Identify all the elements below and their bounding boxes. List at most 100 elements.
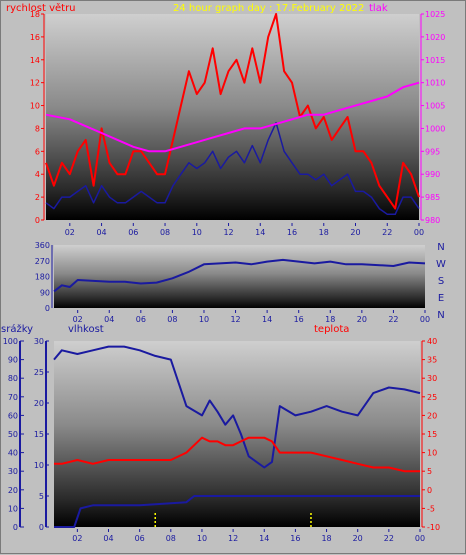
wind-x-tick-label: 02 [65, 228, 75, 237]
wind-y-tick-label: 2 [35, 193, 40, 202]
temperature-line [54, 436, 420, 473]
direction-y-tick-label: 0 [45, 304, 50, 313]
temperature-label: teplota [314, 324, 349, 335]
humidity-x-tick-label: 02 [72, 534, 82, 543]
humidity-y-tick-label: 0 [13, 523, 18, 532]
temperature-y-tick-label: 40 [427, 337, 437, 346]
pressure-y-tick-label: 1000 [425, 124, 445, 133]
humidity-x-tick-label: 06 [135, 534, 145, 543]
direction-x-tick-label: 16 [294, 315, 304, 324]
wind-x-tick-label: 16 [287, 228, 297, 237]
compass-letter: N [437, 242, 444, 253]
wind-average-line [45, 121, 420, 216]
wind-y-tick-label: 18 [30, 10, 40, 19]
temperature-y-tick-label: 25 [427, 393, 437, 402]
compass-letter: E [438, 293, 444, 304]
temperature-y-tick-label: 30 [427, 374, 437, 383]
wind-x-tick-label: 10 [192, 228, 202, 237]
humidity-x-tick-label: 22 [384, 534, 394, 543]
pressure-y-tick-label: 980 [425, 216, 440, 225]
direction-x-tick-label: 02 [73, 315, 83, 324]
humidity-y-tick-label: 20 [8, 486, 18, 495]
temperature-y-tick-label: -10 [427, 523, 440, 532]
wind-x-tick-label: 00 [414, 228, 424, 237]
compass-letter: W [436, 259, 446, 270]
rain-y-tick-label: 25 [34, 368, 44, 377]
wind-y-tick-label: 6 [35, 147, 40, 156]
wind-x-tick-label: 04 [96, 228, 106, 237]
humidity-y-tick-label: 30 [8, 467, 18, 476]
rain-y-tick-label: 10 [34, 461, 44, 470]
humidity-line [53, 345, 421, 469]
direction-x-tick-label: 06 [136, 315, 146, 324]
rain-y-tick-label: 5 [39, 492, 44, 501]
direction-y-tick-label: 180 [35, 273, 50, 282]
humidity-y-tick-label: 70 [8, 393, 18, 402]
wind-direction-line [53, 258, 426, 293]
humidity-x-tick-label: 18 [321, 534, 331, 543]
humidity-x-tick-label: 14 [259, 534, 269, 543]
wind-y-tick-label: 4 [35, 170, 40, 179]
temperature-y-tick-label: 5 [427, 467, 432, 476]
direction-x-tick-label: 22 [388, 315, 398, 324]
humidity-x-tick-label: 00 [415, 534, 425, 543]
pressure-y-tick-label: 1005 [425, 102, 445, 111]
direction-x-tick-label: 14 [262, 315, 272, 324]
pressure-y-tick-label: 995 [425, 147, 440, 156]
direction-x-tick-label: 18 [325, 315, 335, 324]
humidity-y-tick-label: 100 [3, 337, 18, 346]
humidity-y-tick-label: 60 [8, 411, 18, 420]
humidity-plot-area [54, 341, 420, 527]
rain-line [54, 495, 420, 528]
compass-letter: S [438, 276, 444, 287]
rain-y-tick-label: 0 [39, 523, 44, 532]
pressure-line [45, 81, 420, 153]
direction-y-tick-label: 360 [35, 241, 50, 250]
humidity-y-tick-label: 40 [8, 449, 18, 458]
direction-x-tick-label: 10 [199, 315, 209, 324]
humidity-x-tick-label: 08 [166, 534, 176, 543]
wind-y-tick-label: 10 [30, 102, 40, 111]
wind-x-tick-label: 20 [350, 228, 360, 237]
pressure-y-tick-label: 1025 [425, 10, 445, 19]
wind-speed-label: rychlost větru [6, 2, 76, 14]
humidity-y-tick-label: 10 [8, 504, 18, 513]
humidity-x-tick-label: 16 [290, 534, 300, 543]
compass-letter: N [437, 310, 444, 321]
wind-x-tick-label: 08 [160, 228, 170, 237]
wind-plot-area [46, 14, 419, 220]
direction-plot-area [54, 245, 425, 308]
humidity-x-tick-label: 10 [197, 534, 207, 543]
temperature-y-tick-label: 35 [427, 356, 437, 365]
pressure-y-tick-label: 1015 [425, 56, 445, 65]
wind-y-tick-label: 0 [35, 216, 40, 225]
wind-x-tick-label: 06 [128, 228, 138, 237]
rain-y-tick-label: 20 [34, 399, 44, 408]
wind-y-tick-label: 12 [30, 79, 40, 88]
wind-x-tick-label: 22 [382, 228, 392, 237]
wind-speed-line [45, 13, 420, 210]
humidity-x-tick-label: 20 [353, 534, 363, 543]
wind-x-tick-label: 12 [223, 228, 233, 237]
humidity-label: vlhkost [68, 324, 104, 335]
temperature-y-tick-label: 20 [427, 411, 437, 420]
pressure-y-tick-label: 985 [425, 193, 440, 202]
direction-x-tick-label: 08 [167, 315, 177, 324]
pressure-y-tick-label: 1010 [425, 79, 445, 88]
humidity-y-tick-label: 80 [8, 374, 18, 383]
pressure-y-tick-label: 990 [425, 170, 440, 179]
direction-x-tick-label: 20 [357, 315, 367, 324]
rain-y-tick-label: 15 [34, 430, 44, 439]
humidity-x-tick-label: 12 [228, 534, 238, 543]
humidity-x-tick-label: 04 [103, 534, 113, 543]
pressure-label: tlak [369, 3, 388, 14]
direction-x-tick-label: 00 [420, 315, 430, 324]
rain-label: srážky [1, 323, 33, 335]
temperature-y-tick-label: 15 [427, 430, 437, 439]
humidity-y-tick-label: 90 [8, 356, 18, 365]
pressure-y-tick-label: 1020 [425, 33, 445, 42]
direction-x-tick-label: 04 [104, 315, 114, 324]
direction-y-tick-label: 270 [35, 257, 50, 266]
